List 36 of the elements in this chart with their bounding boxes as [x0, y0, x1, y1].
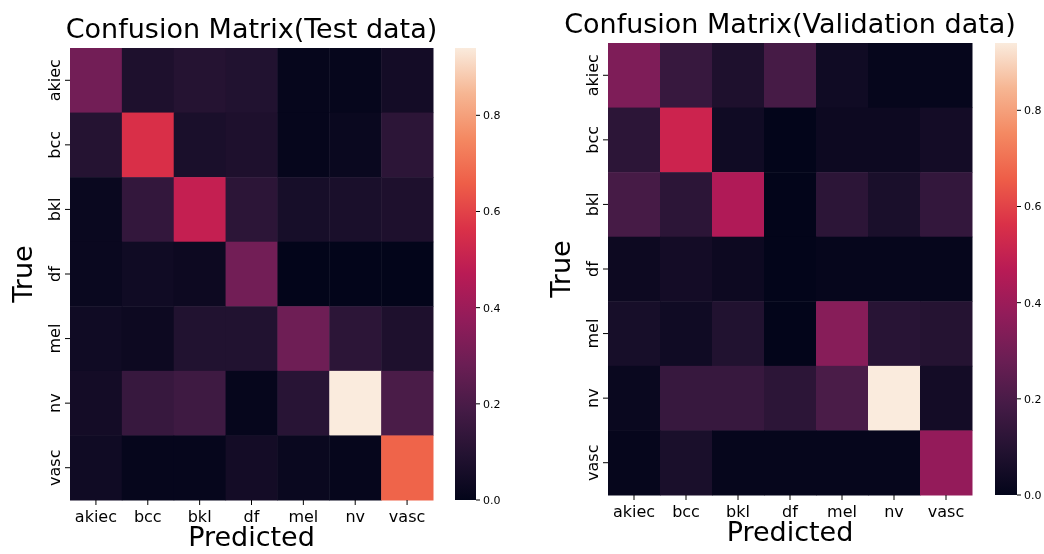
- color-bar-label: 0.4: [1024, 296, 1042, 310]
- y-tick-label: nv: [583, 388, 602, 408]
- y-axis-title: True: [545, 240, 576, 299]
- x-tick-label: akiec: [74, 507, 118, 526]
- x-tick-label: bcc: [133, 507, 162, 526]
- x-tick-label: nv: [345, 507, 366, 526]
- color-bar-label: 0.2: [483, 397, 501, 411]
- x-tick-label: nv: [884, 502, 904, 521]
- x-tick-label: vasc: [927, 502, 965, 521]
- x-tick-label: vasc: [388, 507, 426, 526]
- color-bar-label: 0.0: [483, 494, 501, 507]
- y-tick-label: nv: [45, 393, 64, 413]
- y-tick-label: mel: [583, 318, 602, 349]
- y-tick-label: mel: [45, 323, 64, 354]
- x-tick-label: bcc: [672, 502, 700, 521]
- color-bar-label: 0.8: [1024, 104, 1042, 118]
- y-axis-title: True: [7, 245, 38, 304]
- y-tick-label: akiec: [583, 54, 602, 97]
- y-tick-label: bcc: [583, 125, 602, 154]
- color-bar-label: 0.0: [1024, 489, 1042, 502]
- chart-title: Confusion Matrix(Test data): [65, 13, 438, 44]
- x-tick-label: akiec: [612, 502, 656, 521]
- y-tick-label: akiec: [45, 59, 64, 102]
- color-bar-label: 0.4: [483, 301, 501, 315]
- y-tick-label: df: [583, 260, 602, 277]
- chart-title: Confusion Matrix(Validation data): [564, 8, 1016, 39]
- y-tick-label: bkl: [45, 197, 64, 222]
- y-tick-label: df: [45, 265, 64, 282]
- color-bar-label: 0.6: [1024, 200, 1042, 214]
- y-tick-label: vasc: [45, 449, 64, 486]
- color-bar-label: 0.6: [483, 205, 501, 219]
- y-tick-label: bcc: [45, 130, 64, 159]
- color-bar-label: 0.2: [1024, 392, 1042, 406]
- y-tick-label: vasc: [583, 444, 602, 481]
- y-tick-label: bkl: [583, 192, 602, 217]
- color-bar-label: 0.8: [483, 109, 501, 123]
